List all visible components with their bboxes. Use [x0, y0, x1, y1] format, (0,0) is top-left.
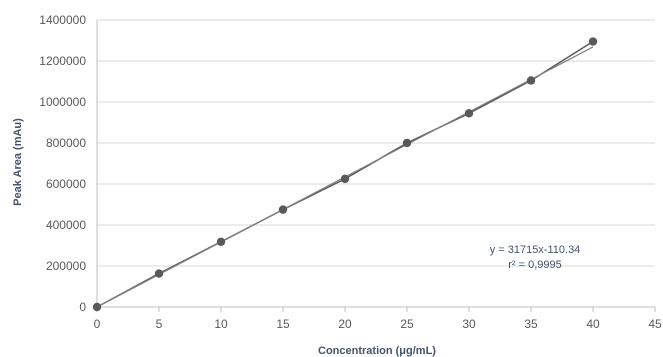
x-tick-labels: 0 5 10 15 20 25 30 35 40 45: [94, 317, 662, 331]
y-tick-label: 600000: [46, 177, 86, 191]
y-tick-labels: 0 200000 400000 600000 800000 1000000 1200000 1…: [39, 13, 86, 314]
x-tick-label: 15: [276, 317, 290, 331]
y-tick-label: 1000000: [39, 95, 86, 109]
data-point: [216, 237, 226, 247]
x-tick-label: 40: [586, 317, 600, 331]
y-tick-label: 800000: [46, 136, 86, 150]
axes: [96, 20, 656, 312]
data-points: [92, 37, 598, 312]
x-tick-label: 35: [524, 317, 538, 331]
data-point: [464, 109, 474, 118]
y-tick-label: 1200000: [39, 54, 86, 68]
y-tick-label: 200000: [46, 259, 86, 273]
data-point: [526, 76, 536, 85]
x-tick-label: 10: [214, 317, 228, 331]
y-tick-label: 1400000: [39, 13, 86, 27]
data-point: [588, 37, 598, 46]
equation-annotation: y = 31715x-110.34: [490, 244, 581, 256]
y-tick-label: 400000: [46, 218, 86, 232]
x-tick-label: 5: [156, 317, 163, 331]
data-point: [154, 269, 164, 278]
y-tick-label: 0: [79, 300, 86, 314]
data-point: [278, 205, 288, 214]
data-point: [340, 174, 350, 184]
x-tick-label: 30: [462, 317, 476, 331]
gridlines: [97, 19, 655, 267]
x-axis-title: Concentration (μg/mL): [318, 345, 436, 357]
r-squared-annotation: r² = 0,9995: [508, 259, 562, 271]
data-point: [92, 302, 102, 312]
y-axis-title: Peak Area (mAu): [12, 118, 24, 206]
x-tick-label: 20: [338, 317, 352, 331]
x-tick-label: 25: [400, 317, 414, 331]
data-point: [402, 138, 412, 148]
x-tick-label: 0: [94, 317, 101, 331]
x-tick-label: 45: [648, 317, 662, 331]
